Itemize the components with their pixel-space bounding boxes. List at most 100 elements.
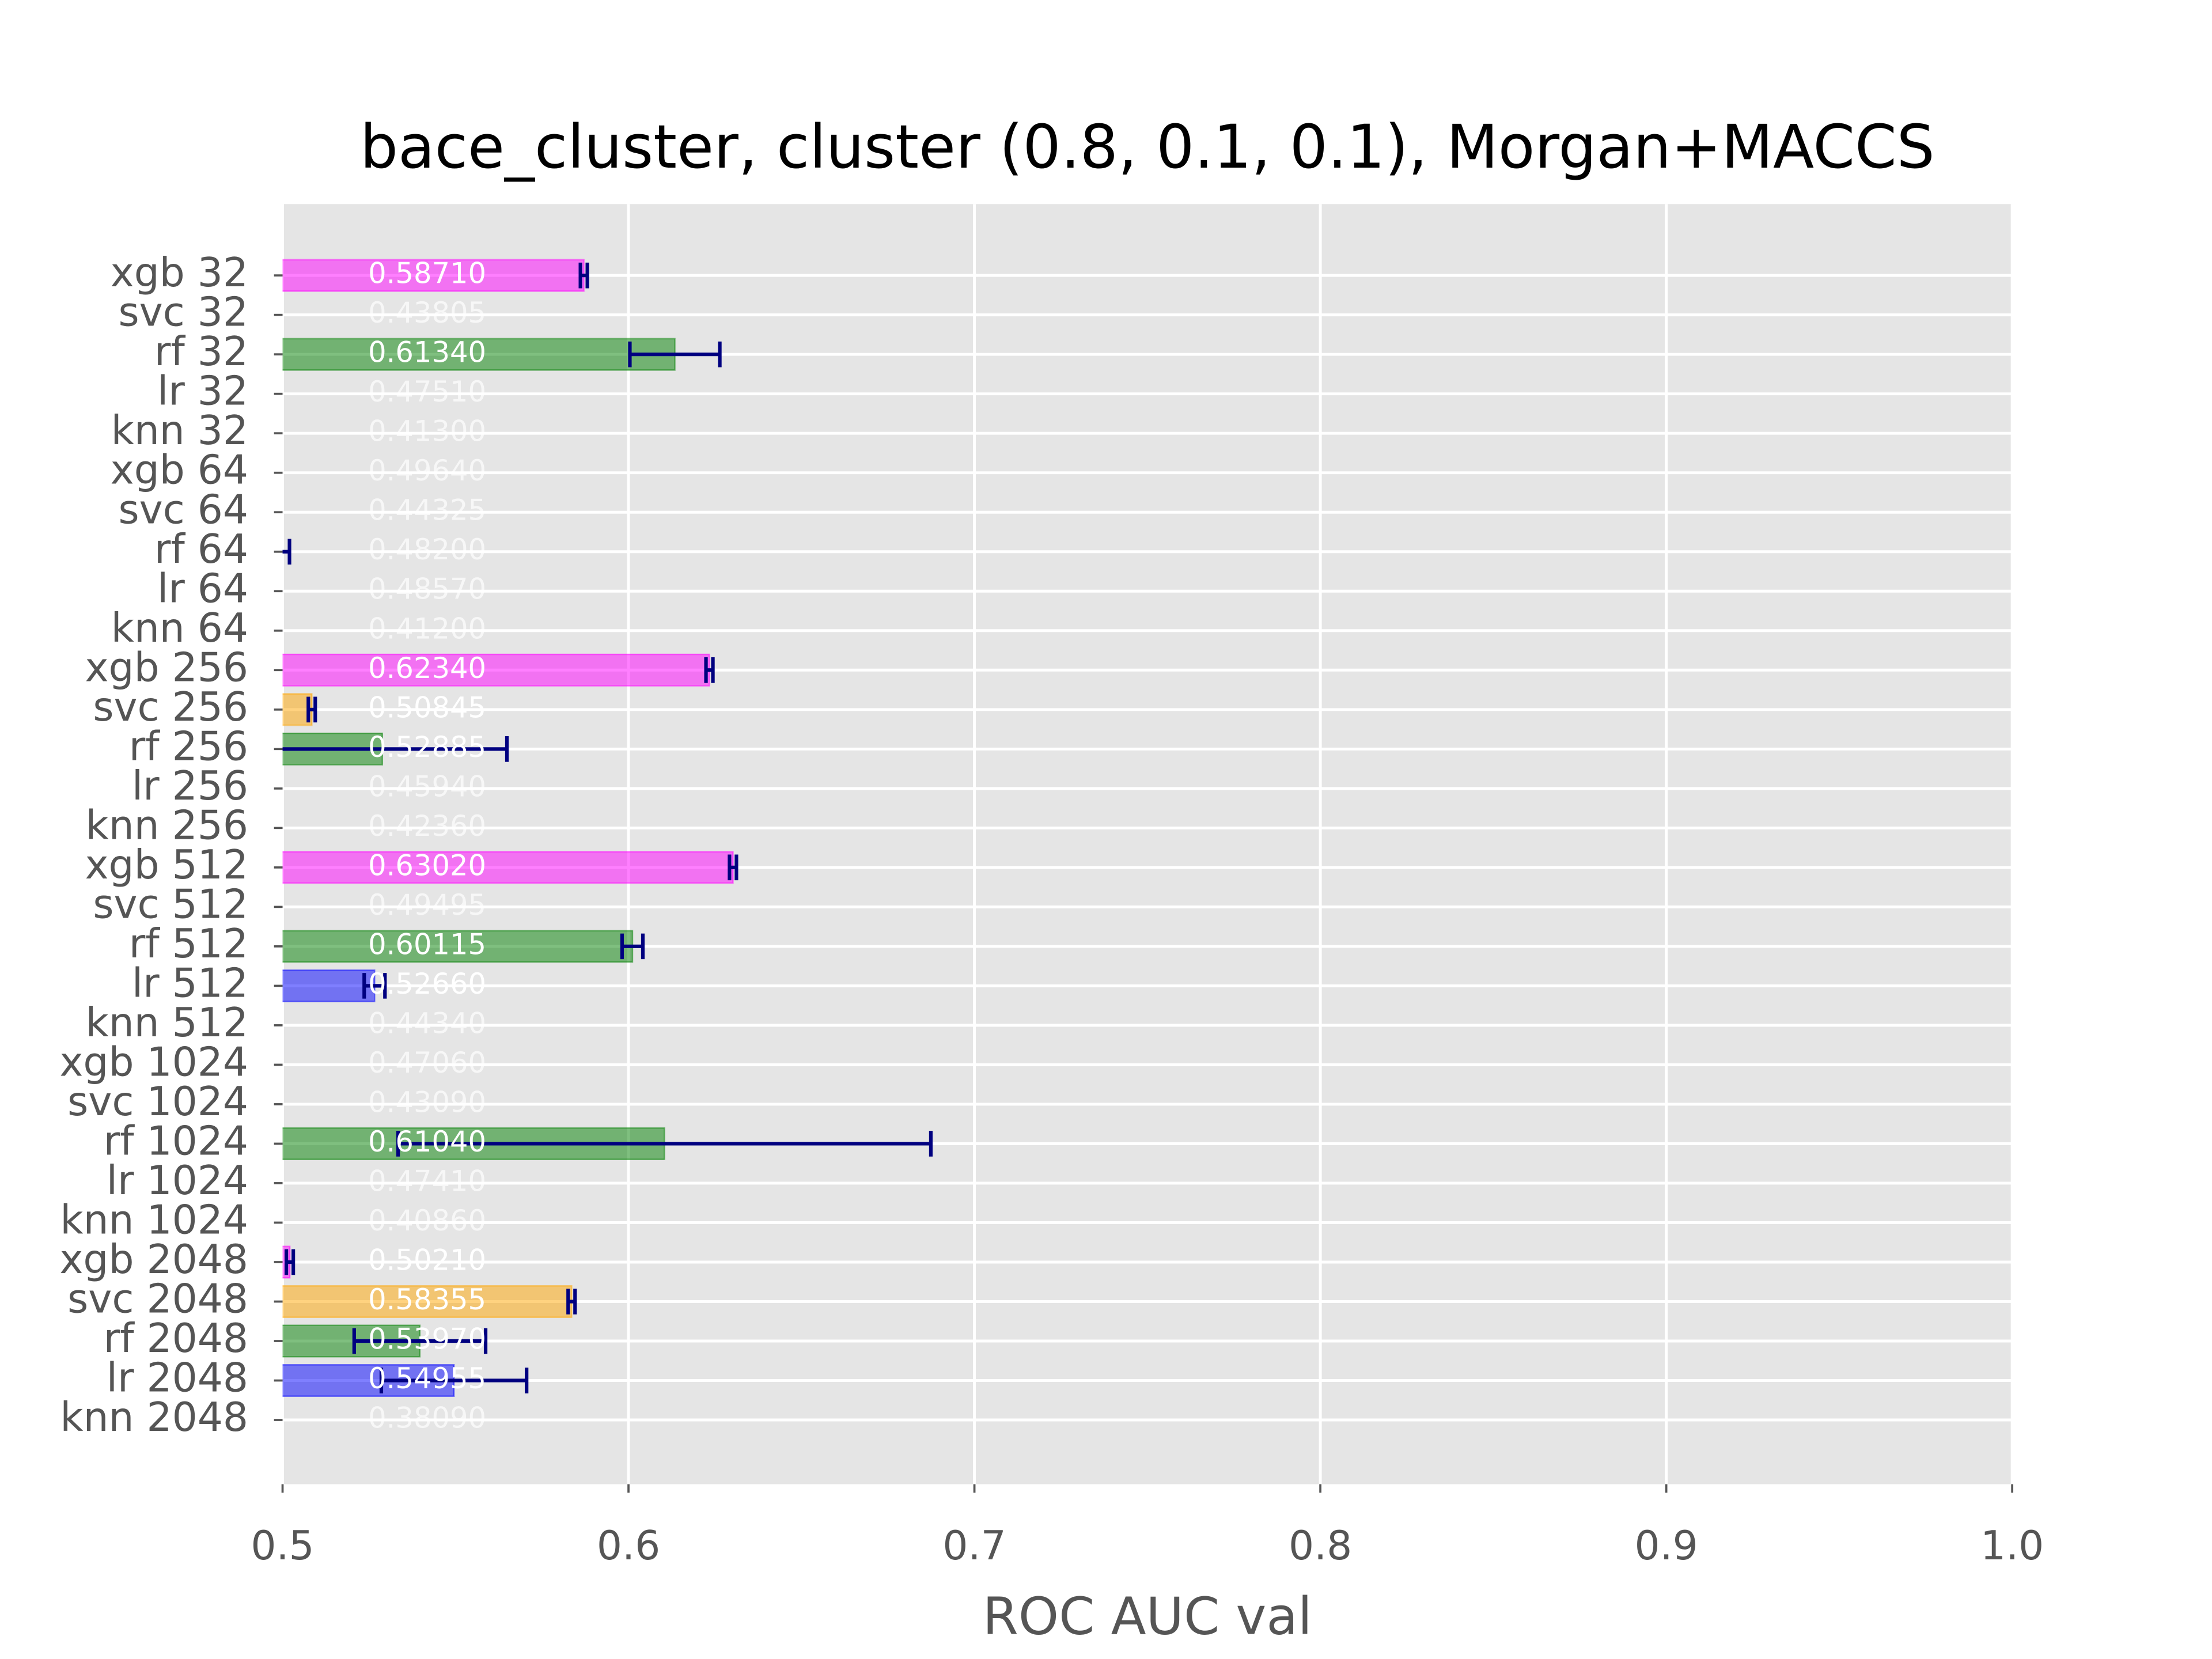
bar — [0, 497, 86, 528]
y-tick-label: knn 512 — [86, 1000, 249, 1046]
y-tick-label: svc 512 — [93, 881, 248, 927]
value-label: 0.41300 — [368, 415, 486, 448]
error-bar — [396, 1131, 933, 1157]
error-bar — [352, 1328, 488, 1354]
y-tick-label: svc 64 — [118, 487, 248, 533]
value-label: 0.41200 — [368, 612, 486, 645]
bar — [282, 259, 585, 292]
y-tick-label: xgb 1024 — [59, 1039, 248, 1085]
y-tick-label: xgb 64 — [111, 448, 248, 494]
plot-area — [282, 204, 2013, 1484]
error-bar — [282, 539, 291, 565]
y-tick-label: svc 1024 — [67, 1079, 248, 1125]
error-bar — [704, 657, 715, 683]
value-label: 0.58355 — [368, 1283, 486, 1316]
y-tick-label: xgb 256 — [85, 645, 249, 691]
y-tick-label: xgb 2048 — [59, 1237, 248, 1283]
y-tick-label: svc 2048 — [67, 1277, 248, 1323]
y-tick-label: rf 512 — [129, 921, 248, 967]
x-tick-label: 0.9 — [1634, 1523, 1698, 1569]
y-tick-label: lr 1024 — [107, 1158, 248, 1204]
x-tick-label: 0.6 — [597, 1523, 660, 1569]
error-bar — [728, 854, 738, 881]
error-bar — [40, 1092, 47, 1118]
value-label: 0.62340 — [368, 652, 486, 685]
value-label: 0.38090 — [368, 1402, 486, 1435]
value-label: 0.53970 — [368, 1323, 486, 1356]
error-bar — [65, 302, 71, 328]
value-label: 0.61040 — [368, 1125, 486, 1158]
bar — [0, 812, 18, 844]
value-label: 0.61340 — [368, 336, 486, 369]
x-tick-label: 1.0 — [1980, 1523, 2044, 1569]
value-label: 0.58710 — [368, 257, 486, 290]
y-tick-label: lr 512 — [132, 960, 248, 1006]
bar — [282, 851, 734, 884]
bar — [282, 930, 634, 963]
bar — [0, 299, 69, 331]
value-label: 0.48570 — [368, 573, 486, 606]
chart-title: bace_cluster, cluster (0.8, 0.1, 0.1), M… — [360, 112, 1935, 182]
error-bar — [566, 1289, 577, 1315]
error-bar — [262, 894, 268, 920]
bar — [0, 773, 142, 805]
error-bar — [362, 973, 387, 999]
error-bar — [628, 341, 722, 368]
value-label: 0.63020 — [368, 849, 486, 882]
y-tick-label: knn 1024 — [60, 1197, 248, 1243]
error-bar — [267, 460, 274, 486]
bar — [0, 1010, 87, 1041]
value-label: 0.52660 — [368, 967, 486, 1001]
y-tick-label: knn 64 — [111, 605, 248, 652]
value-label: 0.45940 — [368, 770, 486, 803]
value-label: 0.48200 — [368, 533, 486, 566]
y-tick-label: xgb 32 — [111, 250, 248, 296]
value-label: 0.40860 — [368, 1204, 486, 1237]
y-tick-label: rf 256 — [129, 724, 248, 770]
y-tick-label: rf 64 — [154, 527, 248, 573]
value-label: 0.52885 — [368, 730, 486, 764]
value-label: 0.47060 — [368, 1046, 486, 1080]
error-bar — [379, 1368, 529, 1393]
y-tick-label: lr 2048 — [107, 1355, 248, 1402]
bar — [282, 338, 676, 371]
error-bar — [285, 1249, 296, 1275]
y-tick-label: lr 64 — [157, 566, 248, 612]
error-bar — [15, 815, 22, 841]
y-tick-label: rf 32 — [154, 329, 248, 375]
value-label: 0.43805 — [368, 296, 486, 329]
value-label: 0.43090 — [368, 1085, 486, 1119]
value-label: 0.54955 — [368, 1362, 486, 1395]
value-label: 0.50210 — [368, 1243, 486, 1277]
error-bar — [83, 499, 90, 525]
y-tick-label: svc 256 — [93, 684, 248, 730]
value-label: 0.60115 — [368, 927, 486, 961]
y-tick-label: rf 2048 — [104, 1316, 248, 1362]
value-label: 0.47510 — [368, 375, 486, 408]
y-tick-label: lr 32 — [157, 369, 248, 415]
value-label: 0.49495 — [368, 888, 486, 922]
y-tick-label: rf 1024 — [104, 1118, 248, 1164]
value-label: 0.44340 — [368, 1006, 486, 1040]
error-bar — [306, 696, 317, 723]
y-tick-label: knn 2048 — [60, 1395, 248, 1441]
value-label: 0.47410 — [368, 1164, 486, 1198]
value-label: 0.49640 — [368, 454, 486, 487]
value-label: 0.50845 — [368, 691, 486, 724]
error-bar — [282, 736, 509, 762]
y-tick-label: lr 256 — [132, 763, 248, 809]
bar — [0, 1089, 44, 1120]
y-tick-label: knn 256 — [86, 802, 249, 849]
value-label: 0.44325 — [368, 494, 486, 527]
y-tick-label: svc 32 — [118, 290, 248, 336]
x-tick-label: 0.8 — [1289, 1523, 1352, 1569]
error-bar — [578, 262, 589, 289]
x-axis-label: ROC AUC val — [983, 1586, 1312, 1646]
value-label: 0.42360 — [368, 809, 486, 843]
y-tick-label: knn 32 — [111, 408, 248, 454]
error-bar — [620, 933, 645, 960]
x-tick-label: 0.5 — [251, 1523, 314, 1569]
y-tick-label: xgb 512 — [85, 842, 249, 888]
